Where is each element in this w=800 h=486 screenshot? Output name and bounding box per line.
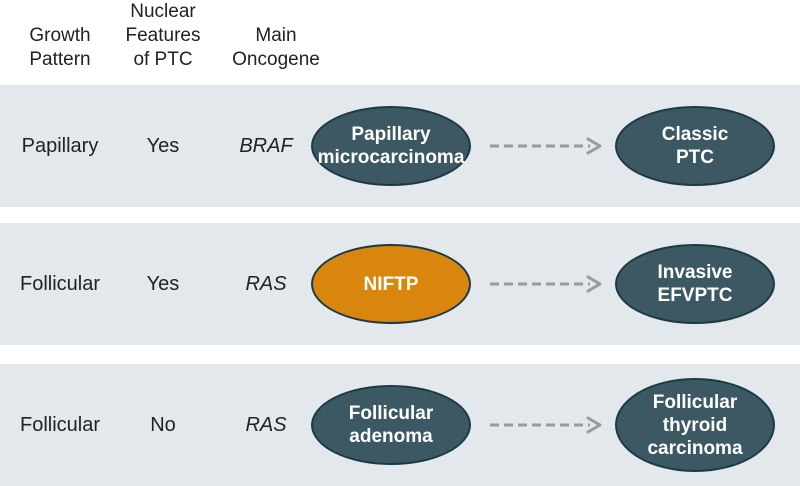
growth-pattern-cell: Follicular <box>19 413 101 436</box>
classic-ptc-node: Classic PTC <box>615 106 775 186</box>
progression-arrow <box>490 275 602 293</box>
nuclear-features-cell: Yes <box>146 134 180 157</box>
growth-pattern-cell: Papillary <box>21 134 99 157</box>
oncogene-cell: BRAF <box>239 134 293 157</box>
row-follicular-niftp: Follicular Yes RAS NIFTP Invasive EFVPTC <box>0 223 800 345</box>
header-growth-pattern: Growth Pattern <box>29 25 91 70</box>
niftp-node: NIFTP <box>311 244 471 324</box>
oncogene-cell: RAS <box>245 272 287 295</box>
oncogene-cell: RAS <box>245 413 287 436</box>
invasive-efvptc-node: Invasive EFVPTC <box>615 244 775 324</box>
growth-pattern-cell: Follicular <box>19 272 101 295</box>
progression-arrow <box>490 416 602 434</box>
progression-arrow <box>490 137 602 155</box>
follicular-adenoma-node: Follicular adenoma <box>311 385 471 465</box>
header-nuclear-features: Nuclear Features of PTC <box>125 1 201 70</box>
row-papillary: Papillary Yes BRAF Papillary microcarcin… <box>0 85 800 207</box>
follicular-thyroid-carcinoma-node: Follicular thyroid carcinoma <box>615 378 775 472</box>
row-follicular-adenoma: Follicular No RAS Follicular adenoma Fol… <box>0 364 800 486</box>
nuclear-features-cell: Yes <box>146 272 180 295</box>
nuclear-features-cell: No <box>150 413 176 436</box>
header-main-oncogene: Main Oncogene <box>232 25 320 70</box>
papillary-microcarcinoma-node: Papillary microcarcinoma <box>311 106 471 186</box>
